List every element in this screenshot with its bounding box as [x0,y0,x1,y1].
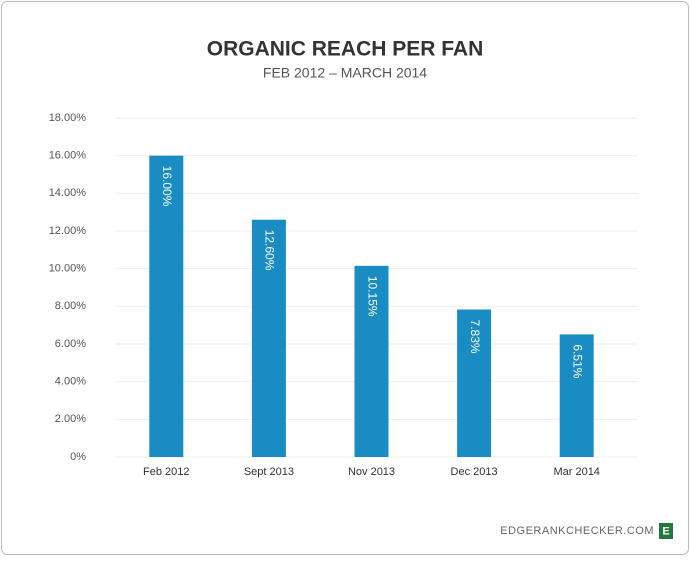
bar [354,265,389,457]
x-tick-label: Sept 2013 [244,466,294,478]
logo-box [659,523,673,539]
y-tick-label: 16.00% [49,150,87,162]
bar [251,219,286,457]
y-tick-label: 8.00% [55,300,86,312]
x-tick-label: Dec 2013 [451,466,498,478]
bar [559,334,594,457]
y-tick-label: 4.00% [55,376,86,388]
y-tick-label: 10.00% [49,263,87,275]
x-tick-label: Mar 2014 [553,466,599,478]
x-tick-label: Nov 2013 [348,466,395,478]
bar [149,155,184,457]
value-label: 6.51% [571,344,585,378]
y-tick-label: 0% [70,451,86,463]
value-label: 12.60% [263,230,277,271]
y-tick-label: 12.00% [49,225,87,237]
value-label: 10.15% [365,276,379,317]
footer-site: EDGERANKCHECKER.COM [500,525,654,537]
bar [457,309,492,457]
y-tick-label: 14.00% [49,187,87,199]
value-label: 16.00% [160,166,174,207]
x-tick-label: Feb 2012 [143,466,189,478]
y-tick-label: 2.00% [55,413,86,425]
chart-subtitle: FEB 2012 – MARCH 2014 [263,65,427,81]
y-tick-label: 18.00% [49,112,87,124]
y-tick-label: 6.00% [55,338,86,350]
logo: E [662,525,669,537]
value-label: 7.83% [468,320,482,354]
chart-title: ORGANIC REACH PER FAN [207,38,484,61]
